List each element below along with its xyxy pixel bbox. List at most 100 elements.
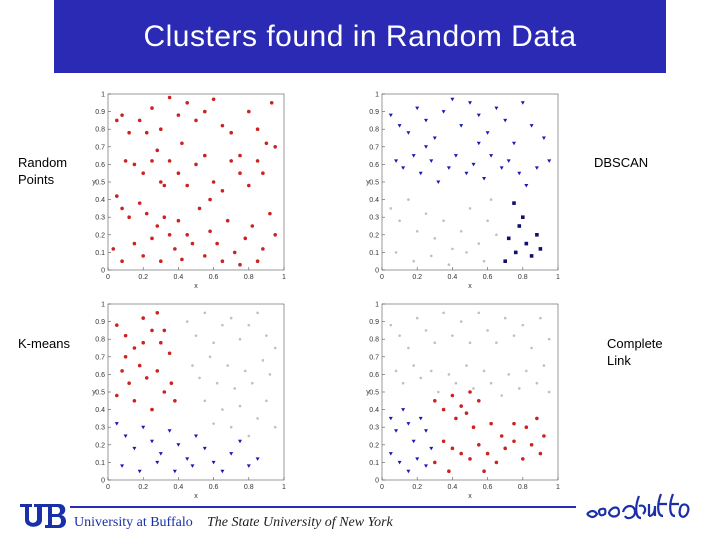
plot-dbscan: 0 0.2 0.4 0.6 0.8 1 0 0.1 0.2 0.3 0.4 0.5 0.6 0.7 0.8 0… xyxy=(366,92,560,291)
data-point xyxy=(513,250,518,255)
x-tick-label: 0.6 xyxy=(209,274,219,281)
data-point xyxy=(203,254,207,258)
y-tick-label: 0.3 xyxy=(95,215,105,222)
x-tick-label: 0 xyxy=(106,484,110,491)
data-point xyxy=(415,229,419,233)
data-point xyxy=(506,159,511,163)
data-point xyxy=(520,101,525,105)
data-point xyxy=(503,446,507,451)
data-point xyxy=(261,247,265,251)
footer-state-university: The State University of New York xyxy=(207,515,393,530)
data-point xyxy=(212,341,215,345)
data-point xyxy=(155,460,160,465)
data-point xyxy=(194,334,198,337)
data-point xyxy=(503,316,507,320)
data-point xyxy=(176,113,181,117)
data-point xyxy=(447,263,451,267)
data-point xyxy=(123,355,128,359)
plot-random-points: 0 0.2 0.4 0.6 0.8 1 0 0.1 0.2 0.3 0.4 0.5 0.6 0.7 0.8 0… xyxy=(92,92,286,291)
x-tick-label: 0.2 xyxy=(138,274,148,281)
data-point xyxy=(137,201,142,205)
data-point xyxy=(215,241,219,246)
data-point xyxy=(418,416,423,421)
label-random-points: Random Points xyxy=(18,154,67,188)
data-point xyxy=(451,334,454,337)
y-tick-label: 0 xyxy=(375,268,379,275)
data-point xyxy=(517,171,522,176)
data-point xyxy=(450,97,455,102)
footer-rule xyxy=(70,506,576,508)
data-point xyxy=(424,429,428,433)
data-point xyxy=(415,316,419,320)
label-random-points-line1: Random xyxy=(18,155,68,170)
data-point xyxy=(429,446,434,451)
data-point xyxy=(539,316,542,320)
data-point xyxy=(471,425,476,429)
data-point xyxy=(441,110,446,114)
x-tick-label: 0.4 xyxy=(448,484,458,491)
title-bar: Clusters found in Random Data xyxy=(54,0,666,73)
label-complete-link-line1: Complete xyxy=(607,336,663,351)
data-point xyxy=(453,154,458,158)
data-point xyxy=(446,166,451,170)
y-tick-label: 0.4 xyxy=(95,197,105,204)
label-dbscan-line1: DBSCAN xyxy=(594,155,649,170)
data-point xyxy=(401,408,406,412)
y-tick-label: 0.5 xyxy=(369,390,379,397)
y-tick-label: 0.9 xyxy=(369,319,379,326)
data-point xyxy=(468,101,472,105)
data-point xyxy=(547,337,551,341)
data-point xyxy=(529,443,534,447)
data-point xyxy=(243,369,247,373)
data-point xyxy=(477,443,481,447)
data-point xyxy=(238,439,242,444)
data-point xyxy=(120,369,124,373)
data-point xyxy=(464,411,469,415)
data-point xyxy=(535,381,539,385)
data-point xyxy=(482,176,487,181)
data-point xyxy=(432,136,437,140)
y-axis-label: y xyxy=(366,179,370,186)
data-point xyxy=(459,320,463,323)
y-tick-label: 1 xyxy=(101,92,105,99)
data-point xyxy=(407,198,410,201)
data-point xyxy=(238,262,242,267)
data-point xyxy=(255,127,260,131)
data-point xyxy=(250,224,255,228)
data-point xyxy=(208,229,212,234)
data-point xyxy=(159,259,163,263)
data-point xyxy=(185,101,189,105)
x-tick-label: 1 xyxy=(282,274,286,281)
data-point xyxy=(418,171,423,176)
y-tick-label: 0.4 xyxy=(95,407,105,414)
y-tick-label: 0.6 xyxy=(369,372,379,379)
data-point xyxy=(521,457,525,461)
label-kmeans: K-means xyxy=(18,335,70,352)
data-point xyxy=(468,341,472,345)
x-tick-label: 1 xyxy=(556,484,560,491)
data-point xyxy=(424,118,428,123)
data-point xyxy=(529,124,534,128)
data-point xyxy=(123,159,128,163)
data-point xyxy=(220,259,225,263)
label-dbscan: DBSCAN xyxy=(594,154,648,171)
data-point xyxy=(155,369,160,373)
data-point xyxy=(167,429,172,433)
data-point xyxy=(127,130,131,135)
data-point xyxy=(465,251,468,254)
data-point xyxy=(394,251,398,254)
x-tick-label: 0.2 xyxy=(412,274,422,281)
data-point xyxy=(176,443,181,447)
data-point xyxy=(132,399,137,403)
y-axis-label: y xyxy=(366,389,370,396)
data-point xyxy=(495,341,498,345)
data-point xyxy=(388,452,393,456)
data-point xyxy=(265,399,268,403)
data-point xyxy=(401,381,405,385)
data-point xyxy=(221,323,224,327)
data-point xyxy=(530,346,533,350)
data-point xyxy=(150,159,154,163)
data-point xyxy=(255,457,260,461)
data-point xyxy=(115,323,119,327)
ub-logo-icon xyxy=(20,504,67,528)
